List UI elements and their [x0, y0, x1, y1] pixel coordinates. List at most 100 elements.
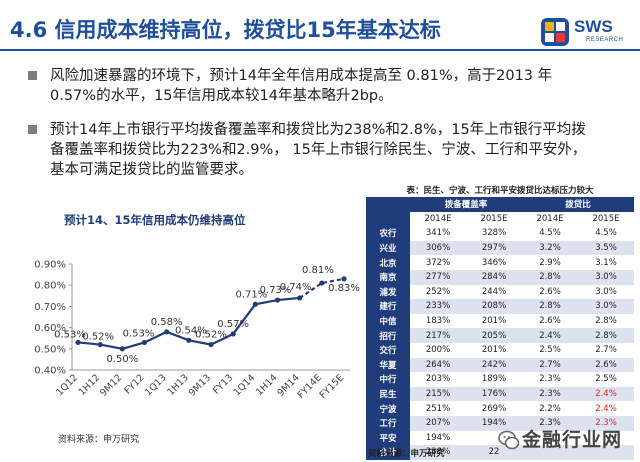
data-label: 0.73%: [260, 285, 292, 296]
bank-name-cell: 平安: [366, 430, 410, 446]
table-cell: 244%: [466, 284, 522, 300]
table-cell: 238%: [410, 445, 466, 460]
header-coverage-ratio: 拨备覆盖率: [410, 197, 522, 212]
table-cell: 2.3%: [522, 415, 578, 431]
bank-name-cell: 交行: [366, 342, 410, 358]
data-label: 0.53%: [54, 329, 86, 340]
table-cell: 3.0%: [578, 284, 634, 300]
x-tick-label: 1Q14: [232, 372, 258, 398]
table-cell: 372%: [410, 255, 466, 270]
data-label: 0.54%: [175, 325, 207, 336]
table-cell: [578, 445, 634, 460]
table-row: 民生 215% 176% 2.3% 2.4%: [366, 386, 634, 402]
data-point: [274, 297, 281, 303]
table-source: 资料来源：申万研究: [368, 449, 445, 459]
logo-subtext: RESEARCH: [586, 37, 624, 43]
x-tick-label: 9M12: [98, 372, 124, 398]
chart-title: 预计14、15年信用成本仍维持高位: [64, 213, 246, 227]
table-cell: 194%: [466, 415, 522, 431]
table-cell: 269%: [466, 401, 522, 416]
table-row: 宁波 251% 269% 2.2% 2.4%: [366, 401, 634, 416]
x-tick-label: 1H12: [77, 372, 103, 398]
table-corner-cell: [366, 211, 410, 227]
table-cell: 233%: [410, 299, 466, 314]
x-tick-label: FY13: [211, 372, 235, 396]
bank-name-cell: 招行: [366, 328, 410, 343]
chart-source: 资料来源：申万研究: [58, 435, 140, 445]
bank-name-cell: 中信: [366, 313, 410, 329]
data-point: [164, 329, 170, 335]
table-row: 中信 183% 201% 2.6% 2.8%: [366, 313, 634, 329]
table-cell: 3.2%: [522, 240, 578, 256]
data-label: 0.83%: [328, 283, 360, 294]
table-cell: 200%: [410, 342, 466, 358]
table-cell: 4.5%: [522, 226, 578, 241]
table-row: 北京 372% 346% 2.9% 3.1%: [366, 255, 634, 270]
page-title: 4.6 信用成本维持高位，拨贷比15年基本达标: [10, 18, 441, 42]
y-tick-label: 0.80%: [34, 281, 66, 292]
table-cell: 201%: [466, 313, 522, 329]
sub-header-cell: 2015E: [592, 213, 620, 224]
table-cell: 205%: [466, 328, 522, 343]
table-cell: 2.5%: [522, 342, 578, 358]
data-label: 0.50%: [106, 354, 138, 365]
bank-name-cell: 兴业: [366, 240, 410, 256]
table-row: 合计 238% 22: [366, 445, 634, 460]
y-tick-label: 0.40%: [34, 366, 66, 377]
bank-name-cell: 浦发: [366, 284, 410, 300]
data-label: 0.81%: [302, 265, 334, 276]
table-cell: 2.3%: [578, 415, 634, 431]
bank-name-cell: 农行: [366, 226, 410, 241]
y-tick-label: 0.70%: [34, 302, 66, 313]
table-cell: 2.3%: [522, 386, 578, 402]
data-label: 0.74%: [280, 282, 312, 293]
bank-name-cell: 宁波: [366, 401, 410, 416]
table-row: 平安 194%: [366, 430, 634, 446]
bullet-2-text: 预计14年上市银行平均拨备覆盖率和拨贷比为238%和2.8%，15年上市银行平均…: [50, 122, 587, 178]
bank-name-cell: 民生: [366, 386, 410, 402]
bank-name-cell: 华夏: [366, 357, 410, 373]
table-row: 南京 277% 284% 2.8% 3.0%: [366, 269, 634, 285]
wechat-icon: [498, 430, 520, 450]
table-cell: 2.2%: [522, 401, 578, 416]
watermark: 金融行业网: [498, 425, 638, 455]
logo-text: SWS: [574, 17, 613, 36]
bullet-2: 预计14年上市银行平均拨备覆盖率和拨贷比为238%和2.8%，15年上市银行平均…: [28, 120, 590, 180]
x-tick-label: FY15E: [318, 372, 347, 401]
series-line-estimate: [299, 277, 345, 299]
table-cell: 3.0%: [578, 269, 634, 285]
table-row: 农行 341% 328% 4.5% 4.5%: [366, 226, 634, 241]
table-cell: 217%: [410, 328, 466, 343]
bullet-square-icon: [28, 71, 37, 80]
x-tick-label: FY14E: [295, 372, 324, 401]
table-cell: 2.6%: [578, 357, 634, 373]
table-cell: 341%: [410, 226, 466, 241]
data-point: [208, 341, 214, 348]
table-cell: 284%: [466, 269, 522, 285]
bank-name-cell: 中行: [366, 372, 410, 387]
table-cell: 2.8%: [578, 313, 634, 329]
data-point: [119, 346, 125, 352]
table-cell: 2.7%: [578, 342, 634, 358]
sub-header-cell: 2014E: [536, 213, 564, 224]
table-cell: 2.6%: [522, 313, 578, 329]
table-cell: 3.0%: [578, 299, 634, 314]
table-cell: 2.8%: [522, 269, 578, 285]
credit-cost-line-chart: 0.40%0.50%0.60%0.70%0.80%0.90%1Q121H129M…: [34, 260, 360, 401]
table-cell: 183%: [410, 313, 466, 329]
table-cell: 2.8%: [578, 328, 634, 343]
bullet-1-text: 风险加速暴露的环境下，预计14年全年信用成本提高至 0.81%，高于2013 年…: [50, 68, 553, 104]
bank-name-cell: 南京: [366, 269, 410, 285]
data-point: [252, 301, 258, 307]
table-title: 表：民生、宁波、工行和平安拨贷比达标压力较大: [406, 186, 594, 196]
table-cell: 189%: [466, 372, 522, 387]
data-label: 0.57%: [217, 319, 249, 330]
data-label: 0.52%: [82, 332, 114, 343]
watermark-text: 金融行业网: [522, 429, 623, 451]
table-cell: [522, 430, 578, 446]
y-tick-label: 0.60%: [34, 323, 66, 334]
data-label: 0.71%: [235, 289, 267, 300]
bank-name-cell: 建行: [366, 299, 410, 314]
table-cell: 2.5%: [578, 372, 634, 387]
data-point: [75, 339, 81, 346]
